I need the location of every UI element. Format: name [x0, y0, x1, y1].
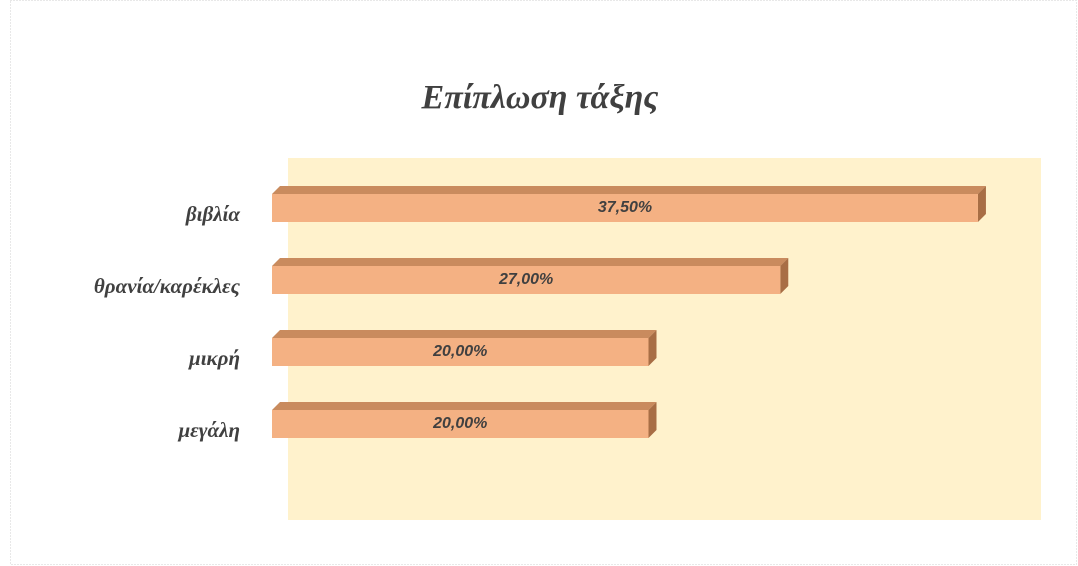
bar — [272, 330, 657, 366]
chart-title: Επίπλωση τάξης — [421, 79, 659, 116]
bar — [272, 402, 657, 438]
value-label: 27,00% — [498, 271, 553, 288]
value-label: 20,00% — [432, 343, 487, 360]
bar — [272, 258, 789, 294]
y-tick-label: μικρή — [188, 346, 240, 370]
value-label: 20,00% — [432, 415, 487, 432]
chart-border — [10, 0, 1077, 565]
bar — [272, 186, 986, 222]
y-tick-label: βιβλία — [185, 202, 241, 226]
value-label: 37,50% — [598, 199, 652, 216]
y-tick-label: μεγάλη — [178, 418, 241, 442]
y-tick-label: θρανία/καρέκλες — [94, 274, 241, 298]
